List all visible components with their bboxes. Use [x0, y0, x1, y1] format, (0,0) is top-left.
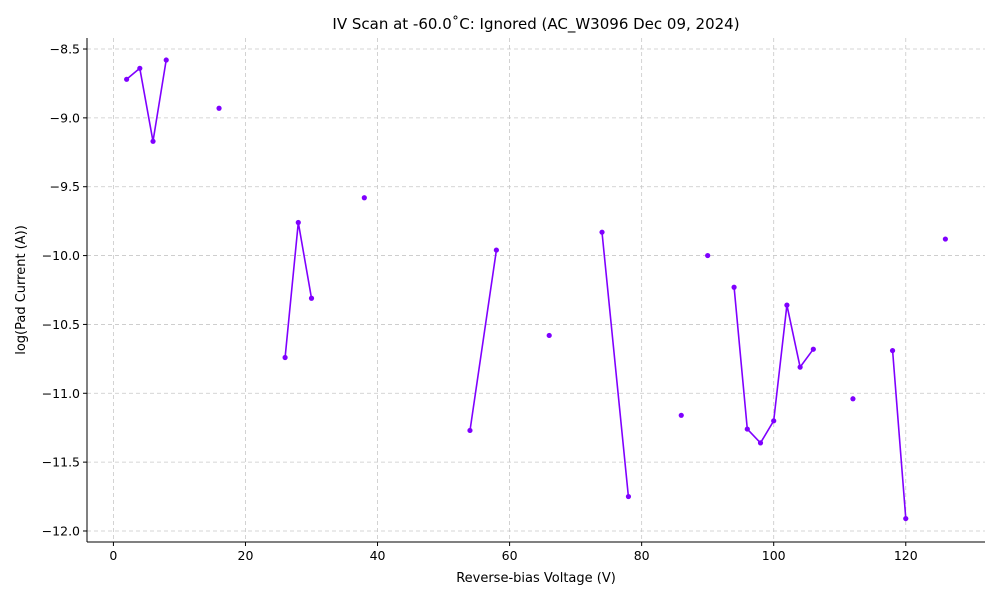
data-series [124, 57, 948, 522]
data-point [784, 302, 790, 308]
data-point [163, 57, 169, 63]
data-point [810, 346, 816, 352]
y-tick-label: −10.5 [42, 317, 80, 332]
data-point [705, 252, 711, 259]
series-line [469, 249, 498, 431]
chart-title: IV Scan at -60.0˚C: Ignored (AC_W3096 De… [332, 15, 739, 34]
y-tick-label: −8.5 [50, 42, 80, 57]
data-point [546, 332, 552, 339]
data-point [361, 195, 367, 201]
y-axis-ticks: −12.0 −11.5 −11.0 −10.5 −10.0 −9.5 −9.0 −8.5 [42, 42, 87, 538]
data-point [797, 364, 803, 370]
data-point [889, 347, 896, 354]
data-point [493, 247, 499, 253]
x-tick-label: 20 [238, 548, 254, 563]
x-tick-label: 120 [894, 548, 918, 563]
x-axis-label: Reverse-bias Voltage (V) [456, 571, 616, 586]
data-point [850, 396, 856, 402]
grid [87, 38, 985, 542]
data-point [903, 515, 909, 522]
series-line [601, 232, 630, 497]
x-tick-label: 100 [762, 548, 786, 563]
y-tick-label: −12.0 [42, 523, 80, 538]
x-tick-label: 0 [109, 548, 117, 563]
x-axis-ticks: 0 20 40 60 80 100 120 [109, 542, 918, 563]
series-line [126, 59, 167, 143]
y-tick-label: −9.0 [50, 110, 80, 125]
data-point [308, 295, 315, 301]
data-point [282, 354, 288, 361]
data-point [625, 493, 632, 500]
data-point [942, 236, 948, 242]
y-tick-label: −11.0 [42, 386, 80, 401]
series-line [891, 350, 907, 519]
data-point [216, 105, 222, 111]
y-tick-label: −9.5 [50, 179, 80, 194]
data-point [124, 76, 130, 82]
data-point [757, 440, 764, 446]
series-line [284, 221, 313, 358]
x-tick-label: 40 [370, 548, 386, 563]
data-point [599, 229, 605, 235]
y-tick-label: −10.0 [42, 248, 80, 263]
data-point [137, 65, 143, 71]
y-tick-label: −11.5 [42, 455, 80, 470]
data-point [150, 138, 156, 144]
data-point [731, 284, 737, 290]
x-tick-label: 80 [634, 548, 650, 563]
data-point [744, 426, 750, 432]
data-point [771, 418, 777, 424]
data-point [678, 412, 684, 418]
data-point [295, 219, 301, 226]
x-tick-label: 60 [502, 548, 518, 563]
data-point [467, 427, 473, 434]
y-axis-label: log(Pad Current (A)) [14, 225, 29, 355]
